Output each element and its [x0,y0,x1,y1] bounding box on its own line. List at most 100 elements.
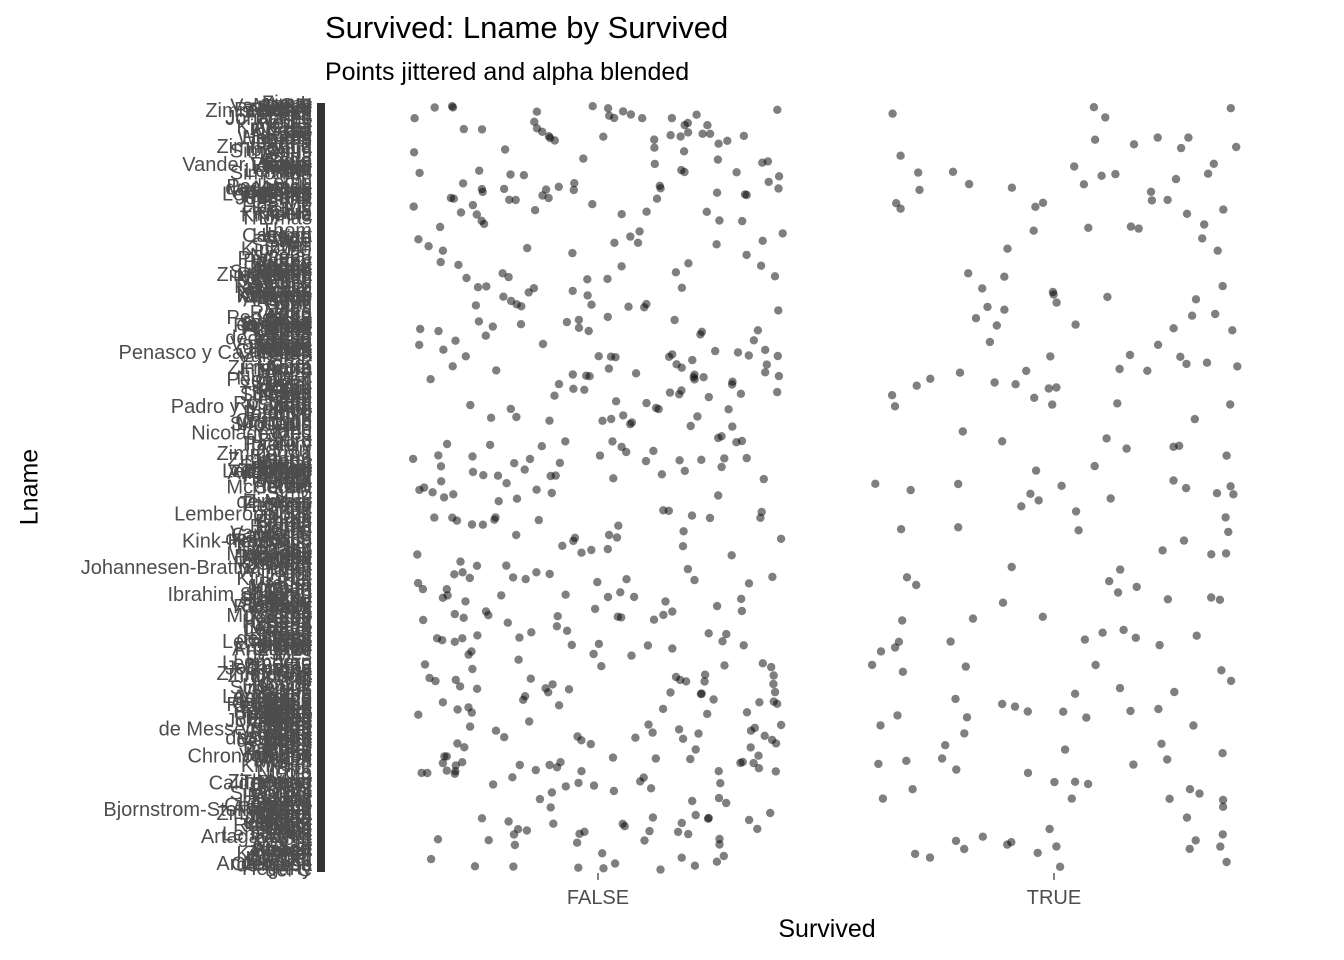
data-point-false [648,813,658,822]
data-point-false [413,550,422,559]
data-point-true [1033,848,1042,858]
y-tick-label-overlap: Johann [246,808,312,830]
y-tick-label-overlap: Rosblom [233,531,312,553]
y-tick-label-overlap: Sage [265,124,312,146]
data-point-false [520,692,530,701]
y-tick-label-overlap: McCart [248,577,313,599]
y-tick-label-overlap: Hegart [252,225,312,247]
data-point-false [587,545,596,555]
data-point-false [700,677,709,686]
y-tick-label-overlap: de Messe [225,528,312,550]
data-point-true [908,785,917,794]
y-tick-label-overlap: Kink-Hei [236,116,312,138]
y-tick-label-overlap: Lemberop [222,631,312,653]
y-tick-label-overlap: Moran [255,259,312,281]
data-point-false [651,754,660,763]
y-tick-label-overlap: Johannes [225,710,312,732]
data-point-false [561,590,570,599]
data-point-false [677,818,686,828]
y-tick-label-overlap: Ander [259,366,313,388]
y-tick-label-overlap: Sage [265,616,312,638]
y-tick-label: Simonius [230,261,312,283]
data-point-true [890,402,900,411]
y-tick-label-overlap: Padro y [243,741,312,763]
y-tick-marks [317,103,325,872]
data-point-true [1119,625,1128,635]
y-tick-label-overlap: Ibrahim [245,848,312,870]
y-tick-label-overlap: Pedersen [226,176,312,198]
data-point-false [450,570,459,579]
y-tick-label-overlap: Anderss [239,285,312,307]
data-point-false [688,796,697,806]
y-tick-label-overlap: Chro [269,356,312,378]
y-tick-label-overlap: Padro [259,332,312,354]
y-tick-label-overlap: Simonius [230,413,312,435]
data-point-false [504,272,513,282]
data-point-false [558,541,567,550]
data-point-false [714,793,724,803]
y-tick-label-overlap: Artagave [232,638,312,660]
data-point-false [409,148,419,157]
data-point-true [898,616,907,625]
y-tick-label-overlap: Chronop [235,341,312,363]
y-tick-label-overlap: Moran [255,582,312,604]
y-tick-label-overlap: del [285,125,312,147]
data-point-false [646,784,656,793]
y-tick-label-overlap: Hegar [258,711,313,733]
data-point-false [603,312,612,322]
data-point-false [428,488,437,497]
y-tick-label-overlap: Willi [275,668,312,690]
y-tick-label-overlap: Rosblo [250,99,312,121]
data-point-false [678,542,688,551]
data-point-false [468,664,477,674]
data-point-true [898,667,908,676]
y-tick-label-overlap: Simoni [251,372,312,394]
y-tick-label-overlap: Sage [265,618,312,640]
y-tick-label-overlap: de Mes [246,707,312,729]
data-point-true [1226,104,1236,113]
data-point-false [714,491,723,500]
data-point-true [1052,383,1061,392]
data-point-false [435,222,445,232]
data-point-false [520,465,529,474]
data-point-true [1221,513,1230,522]
data-point-false [749,336,759,345]
data-point-true [925,853,935,862]
data-point-true [951,836,961,846]
y-tick-label-overlap: Hegarty [242,187,312,209]
y-tick-label-overlap: Peders [249,336,312,358]
data-point-false [562,626,572,635]
y-tick-label-overlap: Nicola- [250,186,312,208]
data-point-false [727,551,736,560]
y-tick-label-overlap: Lembe [251,398,312,420]
data-point-true [1000,272,1009,281]
data-point-true [983,302,992,312]
data-point-false [626,232,635,241]
y-tick-label-overlap: Ibra [278,828,313,850]
data-point-false [473,283,483,292]
data-point-true [1165,794,1174,803]
y-tick-label-overlap: Vander P [230,594,312,616]
y-tick-label-overlap: Ibrah [266,584,312,606]
data-point-false [443,591,452,600]
y-tick-label-overlap: Simo [266,743,312,765]
y-tick-label-overlap: Staheli [251,840,312,862]
data-point-false [547,788,557,797]
data-point-false [491,726,501,735]
data-point-false [611,353,620,362]
data-point-false [574,323,584,332]
data-point-false [697,689,706,698]
y-tick-label-overlap: Zimmerm [228,449,312,471]
y-tick-label-overlap: Thom [261,265,312,287]
data-point-false [608,753,618,762]
data-point-false [594,352,603,361]
y-tick-label-overlap: Nicola-Y [236,280,312,302]
data-point-false [728,422,737,431]
data-point-false [434,326,443,336]
data-point-false [409,202,418,211]
data-point-false [532,107,542,116]
data-point-false [413,578,423,588]
data-point-false [668,644,677,653]
y-tick-label-overlap: Kink-H [252,202,312,224]
data-point-true [896,525,906,534]
